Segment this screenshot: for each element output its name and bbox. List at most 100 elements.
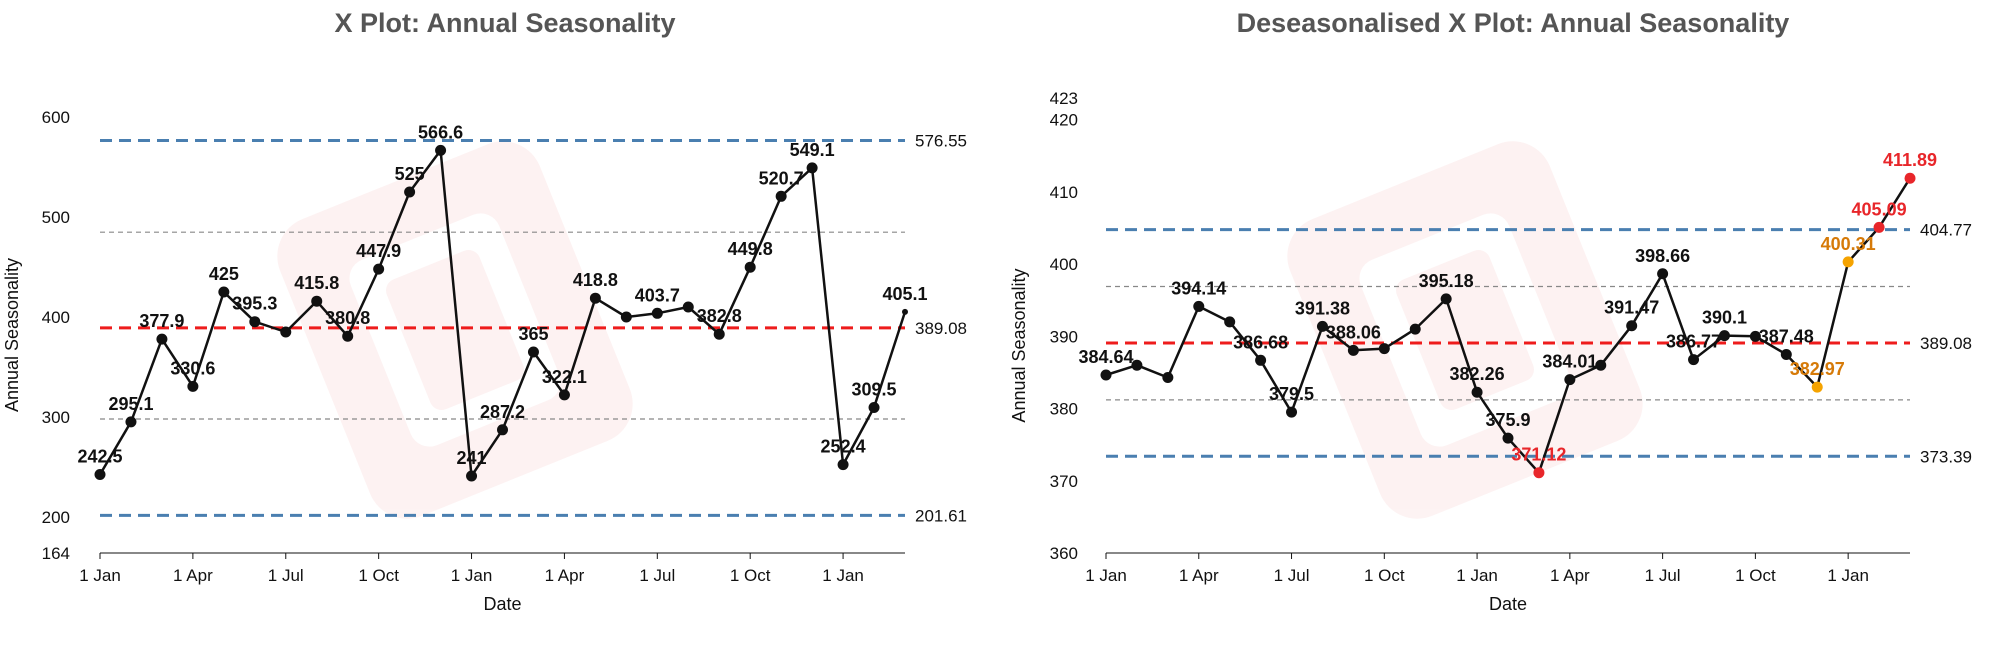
- data-point: [218, 286, 230, 298]
- data-label: 365: [518, 324, 548, 344]
- y-tick-label: 370: [1050, 472, 1078, 491]
- data-label: 330.6: [170, 358, 215, 378]
- data-point: [837, 459, 849, 471]
- x-tick-label: 1 Apr: [173, 566, 213, 585]
- reference-label-upper-limit: 404.77: [1920, 221, 1972, 240]
- data-label: 382.97: [1790, 359, 1845, 379]
- data-label: 447.9: [356, 241, 401, 261]
- data-label: 309.5: [852, 380, 897, 400]
- y-tick-label: 360: [1050, 544, 1078, 563]
- data-point: [682, 301, 694, 313]
- data-label: 387.48: [1759, 327, 1814, 347]
- data-point: [1657, 268, 1669, 280]
- data-label: 405.1: [882, 284, 927, 304]
- x-tick-label: 1 Jan: [1827, 566, 1869, 585]
- data-label: 398.66: [1635, 246, 1690, 266]
- data-label: 252.4: [821, 437, 866, 457]
- data-label: 388.06: [1326, 322, 1381, 342]
- chart-title: X Plot: Annual Seasonality: [334, 8, 675, 38]
- y-tick-label: 164: [42, 544, 70, 563]
- watermark-shape: [386, 249, 524, 411]
- data-label: 566.6: [418, 122, 463, 142]
- data-point: [311, 295, 323, 307]
- data-label: 242.5: [77, 447, 122, 467]
- data-point: [1409, 323, 1421, 335]
- data-point: [1162, 372, 1174, 383]
- data-label: 391.38: [1295, 298, 1350, 318]
- data-point: [620, 311, 632, 323]
- data-point: [744, 261, 756, 273]
- data-label: 520.7: [759, 168, 804, 188]
- data-point: [1100, 369, 1112, 381]
- data-point: [1811, 381, 1823, 393]
- data-point: [1224, 316, 1236, 328]
- data-label: 395.3: [232, 294, 277, 314]
- data-point: [1564, 374, 1576, 386]
- data-label: 287.2: [480, 402, 525, 422]
- x-tick-label: 1 Jul: [1274, 566, 1310, 585]
- data-label: 384.01: [1542, 352, 1597, 372]
- data-point: [342, 330, 354, 342]
- x-tick-label: 1 Apr: [545, 566, 585, 585]
- y-axis-title: Annual Seasonality: [2, 258, 22, 412]
- x-tick-label: 1 Jul: [268, 566, 304, 585]
- data-label: 415.8: [294, 273, 339, 293]
- data-label: 394.14: [1171, 278, 1226, 298]
- data-point: [1131, 359, 1143, 371]
- data-point: [249, 316, 261, 328]
- data-label: 295.1: [108, 394, 153, 414]
- data-point: [558, 389, 570, 401]
- data-label: 449.8: [728, 239, 773, 259]
- x-tick-label: 1 Jan: [79, 566, 121, 585]
- y-tick-label: 400: [42, 308, 70, 327]
- x-tick-label: 1 Oct: [1735, 566, 1776, 585]
- chart-deseasonalised-x-plot: Deseasonalised X Plot: Annual Seasonalit…: [1009, 8, 1972, 614]
- data-label: 384.64: [1078, 347, 1133, 367]
- watermark-shape: [1396, 249, 1534, 411]
- data-label: 403.7: [635, 285, 680, 305]
- data-point: [1316, 320, 1328, 332]
- x-tick-label: 1 Jul: [1645, 566, 1681, 585]
- reference-label-upper-limit: 576.55: [915, 131, 967, 150]
- x-tick-label: 1 Apr: [1179, 566, 1219, 585]
- data-point: [280, 326, 292, 338]
- data-label: 375.9: [1485, 410, 1530, 430]
- data-label: 382.8: [697, 306, 742, 326]
- data-point: [651, 307, 663, 319]
- reference-label-mean: 389.08: [915, 319, 967, 338]
- data-point: [404, 186, 416, 198]
- data-label: 418.8: [573, 270, 618, 290]
- y-tick-label: 600: [42, 108, 70, 127]
- data-point: [1749, 330, 1761, 342]
- data-point: [435, 144, 447, 156]
- data-label: 391.47: [1604, 298, 1659, 318]
- watermark-shape: [349, 213, 561, 447]
- data-point: [1286, 406, 1298, 418]
- data-label: 377.9: [139, 311, 184, 331]
- x-axis-title: Date: [483, 594, 521, 614]
- data-label: 379.5: [1269, 384, 1314, 404]
- data-point: [1255, 354, 1267, 366]
- watermark-logo-0: [277, 141, 633, 519]
- data-point: [1471, 386, 1483, 398]
- chart-x-plot: X Plot: Annual Seasonality 164 200 300 400 50…: [2, 8, 967, 614]
- data-label: 411.89: [1883, 150, 1937, 170]
- data-point: [1378, 343, 1390, 355]
- y-tick-label: 390: [1050, 327, 1078, 346]
- data-point: [806, 162, 818, 174]
- data-point: [1842, 256, 1854, 268]
- data-point: [1533, 467, 1545, 479]
- y-tick-label: 420: [1050, 111, 1078, 130]
- data-point: [1502, 432, 1514, 444]
- data-label: 525: [395, 164, 425, 184]
- chart-title: Deseasonalised X Plot: Annual Seasonalit…: [1237, 8, 1790, 38]
- x-tick-label: 1 Jan: [1456, 566, 1498, 585]
- data-label: 382.26: [1450, 364, 1505, 384]
- x-tick-label: 1 Oct: [1364, 566, 1405, 585]
- y-tick-label: 423: [1050, 89, 1078, 108]
- y-tick-label: 500: [42, 208, 70, 227]
- data-label: 400.31: [1821, 234, 1876, 254]
- data-point: [1595, 359, 1607, 371]
- data-point: [1193, 300, 1205, 312]
